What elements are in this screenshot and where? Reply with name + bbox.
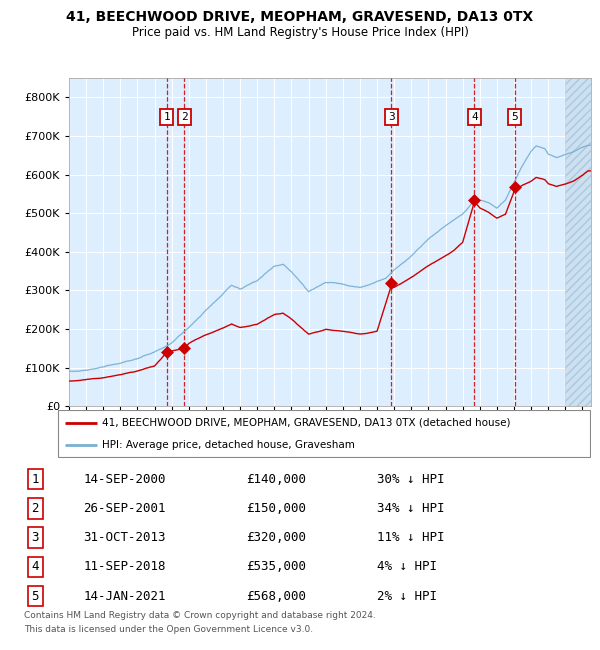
Text: This data is licensed under the Open Government Licence v3.0.: This data is licensed under the Open Gov… xyxy=(24,625,313,634)
Text: 1: 1 xyxy=(163,112,170,122)
Text: Price paid vs. HM Land Registry's House Price Index (HPI): Price paid vs. HM Land Registry's House … xyxy=(131,26,469,39)
Bar xyxy=(565,78,600,406)
Text: 1: 1 xyxy=(31,473,39,486)
Text: 11-SEP-2018: 11-SEP-2018 xyxy=(83,560,166,573)
Text: £535,000: £535,000 xyxy=(246,560,306,573)
Text: 14-JAN-2021: 14-JAN-2021 xyxy=(83,590,166,603)
Text: Contains HM Land Registry data © Crown copyright and database right 2024.: Contains HM Land Registry data © Crown c… xyxy=(24,611,376,620)
Text: 4% ↓ HPI: 4% ↓ HPI xyxy=(377,560,437,573)
Text: 34% ↓ HPI: 34% ↓ HPI xyxy=(377,502,445,515)
FancyBboxPatch shape xyxy=(58,411,590,458)
Text: £320,000: £320,000 xyxy=(246,531,306,544)
Text: 2: 2 xyxy=(181,112,188,122)
Text: 31-OCT-2013: 31-OCT-2013 xyxy=(83,531,166,544)
Text: 2% ↓ HPI: 2% ↓ HPI xyxy=(377,590,437,603)
Text: 41, BEECHWOOD DRIVE, MEOPHAM, GRAVESEND, DA13 0TX: 41, BEECHWOOD DRIVE, MEOPHAM, GRAVESEND,… xyxy=(67,10,533,24)
Text: £150,000: £150,000 xyxy=(246,502,306,515)
Text: 14-SEP-2000: 14-SEP-2000 xyxy=(83,473,166,486)
Text: 2: 2 xyxy=(31,502,39,515)
Text: 41, BEECHWOOD DRIVE, MEOPHAM, GRAVESEND, DA13 0TX (detached house): 41, BEECHWOOD DRIVE, MEOPHAM, GRAVESEND,… xyxy=(103,418,511,428)
Text: 5: 5 xyxy=(511,112,518,122)
Text: 3: 3 xyxy=(388,112,395,122)
Text: 26-SEP-2001: 26-SEP-2001 xyxy=(83,502,166,515)
Text: £568,000: £568,000 xyxy=(246,590,306,603)
Text: 4: 4 xyxy=(31,560,39,573)
Bar xyxy=(565,78,600,406)
Text: 11% ↓ HPI: 11% ↓ HPI xyxy=(377,531,445,544)
Text: 4: 4 xyxy=(471,112,478,122)
Text: 5: 5 xyxy=(31,590,39,603)
Text: 3: 3 xyxy=(31,531,39,544)
Text: £140,000: £140,000 xyxy=(246,473,306,486)
Text: HPI: Average price, detached house, Gravesham: HPI: Average price, detached house, Grav… xyxy=(103,440,355,450)
Text: 30% ↓ HPI: 30% ↓ HPI xyxy=(377,473,445,486)
